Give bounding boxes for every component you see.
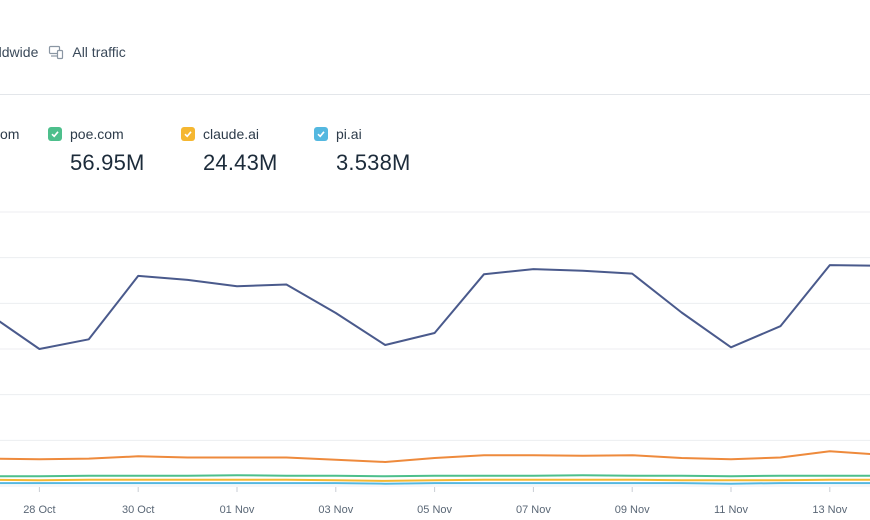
- legend-item-pi[interactable]: pi.ai 3.538M: [314, 124, 411, 176]
- series-line-2[interactable]: [0, 474, 870, 478]
- series-line-3[interactable]: [0, 478, 870, 482]
- x-tick-label: 30 Oct: [122, 504, 154, 516]
- legend-label: poe.com: [70, 126, 124, 142]
- legend-value: 24.43M: [203, 150, 278, 175]
- x-tick-label: 01 Nov: [220, 504, 255, 516]
- chart-series: [0, 264, 870, 485]
- chart-x-axis: 28 Oct 30 Oct 01 Nov 03 Nov 05 Nov 07 Nov 09 N…: [23, 487, 848, 516]
- devices-icon: [48, 44, 64, 60]
- checkbox-checked-icon[interactable]: [48, 127, 62, 141]
- legend-item-poe[interactable]: poe.com 56.95M: [48, 124, 145, 176]
- header-divider: [0, 94, 870, 95]
- checkbox-checked-icon[interactable]: [181, 127, 195, 141]
- legend-item-claude[interactable]: claude.ai 24.43M: [181, 124, 278, 176]
- x-tick-label: 28 Oct: [23, 504, 55, 516]
- legend-value: 3.538M: [336, 150, 411, 175]
- legend-value: 56.95M: [70, 150, 145, 175]
- x-tick-label: 09 Nov: [615, 504, 650, 516]
- x-tick-label: 05 Nov: [417, 504, 452, 516]
- traffic-filter[interactable]: All traffic: [72, 44, 126, 60]
- legend-label: pi.ai: [336, 126, 362, 142]
- legend-item-partial-label: om: [0, 126, 20, 142]
- region-filter[interactable]: rldwide: [0, 44, 39, 60]
- chart-grid: [0, 211, 870, 487]
- checkbox-checked-icon[interactable]: [314, 127, 328, 141]
- x-tick-label: 13 Nov: [812, 504, 847, 516]
- x-tick-label: 11 Nov: [714, 504, 749, 516]
- series-line-1[interactable]: [0, 450, 870, 463]
- filter-bar: rldwide All traffic: [0, 42, 126, 62]
- series-line-0[interactable]: [0, 264, 870, 350]
- x-tick-label: 03 Nov: [318, 504, 353, 516]
- legend-label: claude.ai: [203, 126, 260, 142]
- series-line-4[interactable]: [0, 482, 870, 485]
- x-tick-label: 07 Nov: [516, 504, 551, 516]
